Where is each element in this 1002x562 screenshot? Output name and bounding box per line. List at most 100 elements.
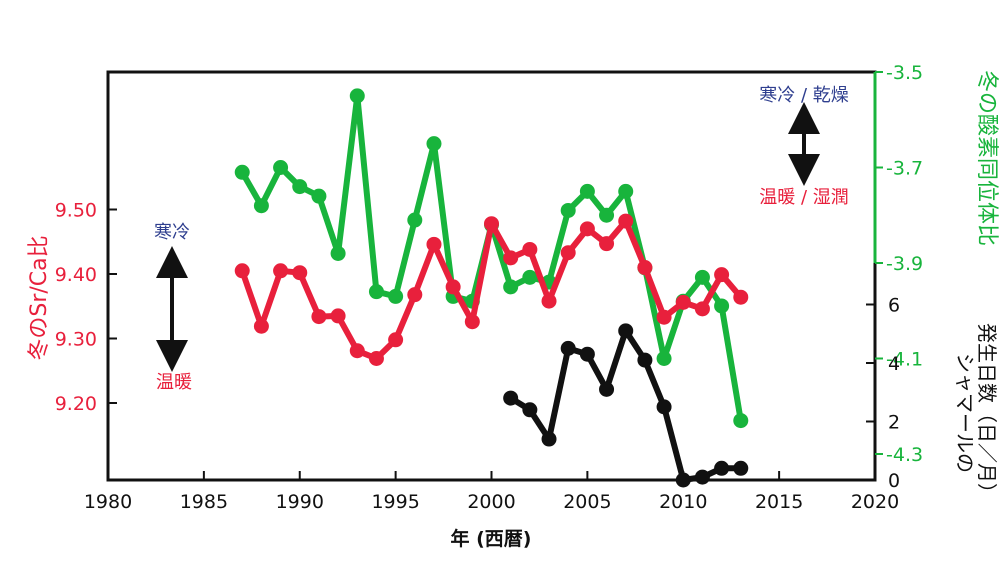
shamal-days-data-point — [579, 346, 595, 362]
sr-ca-data-point — [368, 350, 384, 366]
oxygen-isotope-data-point — [426, 136, 442, 152]
x-tick-label: 2005 — [563, 491, 611, 513]
oxygen-isotope-data-point — [407, 212, 423, 228]
sr-ca-data-point — [694, 301, 710, 317]
right-top-axis-ticks: -3.5 -3.7 -3.9 -4.1 -4.3 — [875, 62, 923, 466]
oxygen-isotope-data-point — [522, 269, 538, 285]
shamal-days-data-point — [599, 381, 615, 397]
x-tick-label: 2000 — [467, 491, 515, 513]
left-tick-label: 9.40 — [55, 264, 97, 286]
shamal-days-data-point — [637, 352, 653, 368]
left-axis-ticks: 9.20 9.30 9.40 9.50 — [55, 200, 117, 415]
sr-ca-data-point — [579, 221, 595, 237]
oxygen-isotope-data-point — [714, 298, 730, 314]
sr-ca-data-point — [464, 314, 480, 330]
oxygen-isotope-data-point — [579, 183, 595, 199]
oxygen-isotope-data-point — [599, 207, 615, 223]
left-tick-label: 9.30 — [55, 329, 97, 351]
left-tick-label: 9.20 — [55, 393, 97, 415]
sr-ca-data-point — [503, 250, 519, 266]
right-top-tick-label: -4.1 — [886, 349, 923, 371]
sr-ca-data-point — [388, 332, 404, 348]
shamal-days-data-point — [618, 323, 634, 339]
sr-ca-data-point — [733, 289, 749, 305]
sr-ca-data-point — [426, 236, 442, 252]
shamal-days-series-line — [509, 327, 741, 483]
oxygen-isotope-data-point — [618, 183, 634, 199]
sr-ca-data-point — [273, 263, 289, 279]
x-axis-title: 年 (西暦) — [451, 527, 532, 550]
x-axis-ticks: 1980 1985 1990 1995 2000 2005 2010 2015 2020 — [84, 471, 899, 513]
right-top-tick-label: -3.5 — [886, 62, 923, 84]
sr-ca-data-point — [292, 265, 308, 281]
sr-ca-data-point — [484, 216, 499, 232]
series-layer — [234, 88, 749, 488]
oxygen-isotope-data-point — [330, 245, 346, 261]
shamal-days-data-point — [541, 431, 557, 447]
annotation-left-warm: 温暖 — [156, 372, 192, 393]
right-bottom-tick-label: 0 — [888, 470, 900, 492]
sr-ca-data-point — [330, 308, 346, 324]
sr-ca-data-point — [311, 309, 327, 325]
oxygen-isotope-data-point — [234, 164, 250, 180]
oxygen-isotope-data-point — [368, 284, 384, 300]
oxygen-isotope-series-line — [239, 92, 744, 422]
annotation-right-cold-dry: 寒冷 / 乾燥 — [759, 85, 849, 106]
sr-ca-data-point — [522, 241, 538, 257]
right-bottom-tick-label: 4 — [888, 353, 900, 375]
sr-ca-data-point — [560, 245, 576, 261]
sr-ca-data-point — [656, 309, 672, 325]
sr-ca-data-point — [445, 279, 461, 295]
shamal-days-data-point — [656, 399, 672, 415]
x-tick-label: 2010 — [659, 491, 707, 513]
plot-frame — [106, 70, 877, 482]
annotation-left-cold: 寒冷 — [154, 222, 190, 243]
oxygen-isotope-data-point — [733, 413, 749, 429]
x-tick-label: 1985 — [180, 491, 228, 513]
oxygen-isotope-data-point — [253, 198, 269, 214]
oxygen-isotope-data-point — [694, 269, 710, 285]
shamal-days-data-point — [675, 472, 691, 488]
sr-ca-data-point — [599, 236, 615, 252]
right-bottom-tick-label: 2 — [888, 412, 900, 434]
sr-ca-data-point — [234, 263, 250, 279]
oxygen-isotope-data-point — [656, 351, 672, 366]
shamal-days-data-point — [560, 340, 576, 356]
sr-ca-data-point — [714, 267, 730, 283]
sr-ca-data-point — [253, 318, 269, 334]
oxygen-isotope-data-point — [311, 188, 327, 204]
x-tick-label: 2020 — [851, 491, 899, 513]
right-top-axis-title: 冬の酸素同位体比 — [974, 70, 999, 246]
x-tick-label: 1995 — [371, 491, 419, 513]
sr-ca-data-point — [675, 294, 691, 310]
x-tick-label: 1980 — [84, 491, 132, 513]
right-bottom-axis-title-line2: 発生日数（日／月） — [975, 323, 999, 503]
sr-ca-data-point — [637, 260, 653, 276]
left-axis-title: 冬のSr/Ca比 — [27, 235, 52, 360]
shamal-days-data-point — [714, 460, 730, 476]
right-bottom-tick-label: 6 — [888, 295, 900, 317]
right-top-tick-label: -4.3 — [886, 444, 923, 466]
sr-ca-series-line — [239, 218, 744, 362]
sr-ca-data-point — [407, 287, 423, 303]
sr-ca-data-point — [618, 213, 634, 229]
sr-ca-data-point — [541, 293, 557, 309]
right-top-tick-label: -3.9 — [886, 253, 923, 275]
annotation-right-warm-wet: 温暖 / 湿潤 — [759, 187, 849, 208]
oxygen-isotope-data-point — [503, 279, 519, 295]
shamal-days-data-point — [733, 460, 749, 476]
shamal-days-data-point — [522, 402, 538, 418]
right-bottom-axis-title-line1: シャマールの — [953, 353, 977, 473]
left-tick-label: 9.50 — [55, 200, 97, 222]
sr-ca-data-point — [349, 343, 365, 359]
oxygen-isotope-data-point — [560, 202, 576, 218]
shamal-days-data-point — [503, 390, 519, 406]
x-tick-label: 2015 — [755, 491, 803, 513]
shamal-days-data-point — [694, 469, 710, 485]
oxygen-isotope-data-point — [273, 160, 289, 175]
x-tick-label: 1990 — [276, 491, 324, 513]
oxygen-isotope-data-point — [292, 179, 308, 195]
right-bottom-axis-ticks: 0 2 4 6 — [866, 295, 900, 492]
oxygen-isotope-data-point — [388, 288, 404, 304]
